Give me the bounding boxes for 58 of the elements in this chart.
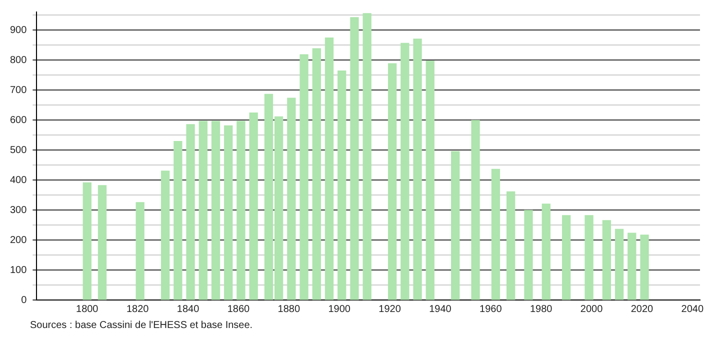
bar — [524, 210, 533, 300]
y-tick-label: 500 — [10, 144, 28, 156]
bar — [186, 124, 195, 300]
bar — [584, 215, 594, 300]
y-tick-label: 0 — [21, 294, 28, 306]
y-tick-label: 200 — [10, 234, 28, 246]
bar — [640, 234, 649, 300]
bar — [312, 48, 321, 300]
bar — [338, 70, 346, 300]
bar — [160, 170, 170, 300]
y-tick-label: 100 — [10, 264, 28, 276]
x-tick-label: 1940 — [429, 304, 452, 315]
y-tick-label: 700 — [10, 84, 28, 96]
bar — [98, 185, 107, 300]
x-tick-label: 2020 — [630, 304, 654, 315]
bar — [413, 38, 422, 300]
bar — [506, 191, 516, 300]
x-tick-label: 1860 — [227, 304, 250, 315]
bar — [542, 204, 550, 300]
bar — [136, 202, 144, 300]
bar — [426, 60, 434, 300]
source-note: Sources : base Cassini de l'EHESS et base Insee. — [29, 320, 254, 331]
bar — [350, 17, 359, 300]
y-tick-label: 900 — [10, 24, 28, 36]
bar — [324, 37, 334, 300]
bar — [287, 98, 296, 300]
bar — [362, 13, 372, 300]
x-tick-label: 2000 — [580, 304, 604, 315]
bar — [211, 120, 220, 300]
bar — [174, 140, 182, 300]
x-tick-label: 1820 — [126, 304, 150, 315]
x-tick-label: 2040 — [681, 304, 704, 315]
bar — [224, 125, 233, 300]
y-tick-label: 600 — [10, 114, 28, 126]
bar — [451, 151, 460, 300]
bar — [491, 168, 500, 300]
bar — [236, 120, 246, 300]
bar — [198, 120, 208, 300]
y-tick-label: 300 — [10, 204, 28, 216]
bar — [249, 112, 258, 300]
x-tick-label: 1880 — [278, 304, 300, 315]
x-tick-label: 1840 — [176, 304, 200, 315]
bar — [82, 182, 92, 300]
y-tick-label: 400 — [10, 174, 28, 186]
x-tick-label: 1920 — [378, 304, 402, 315]
bar — [400, 42, 410, 300]
bar — [562, 215, 571, 300]
x-tick-label: 1800 — [76, 304, 99, 315]
x-tick-label: 1960 — [480, 304, 502, 315]
y-tick-label: 800 — [10, 54, 28, 66]
x-tick-label: 1900 — [328, 304, 351, 315]
bar — [628, 232, 636, 300]
bar — [300, 54, 308, 300]
bar — [602, 220, 612, 300]
bar — [614, 228, 624, 300]
bar — [388, 63, 397, 300]
x-tick-label: 1980 — [530, 304, 553, 315]
bar — [471, 120, 480, 300]
